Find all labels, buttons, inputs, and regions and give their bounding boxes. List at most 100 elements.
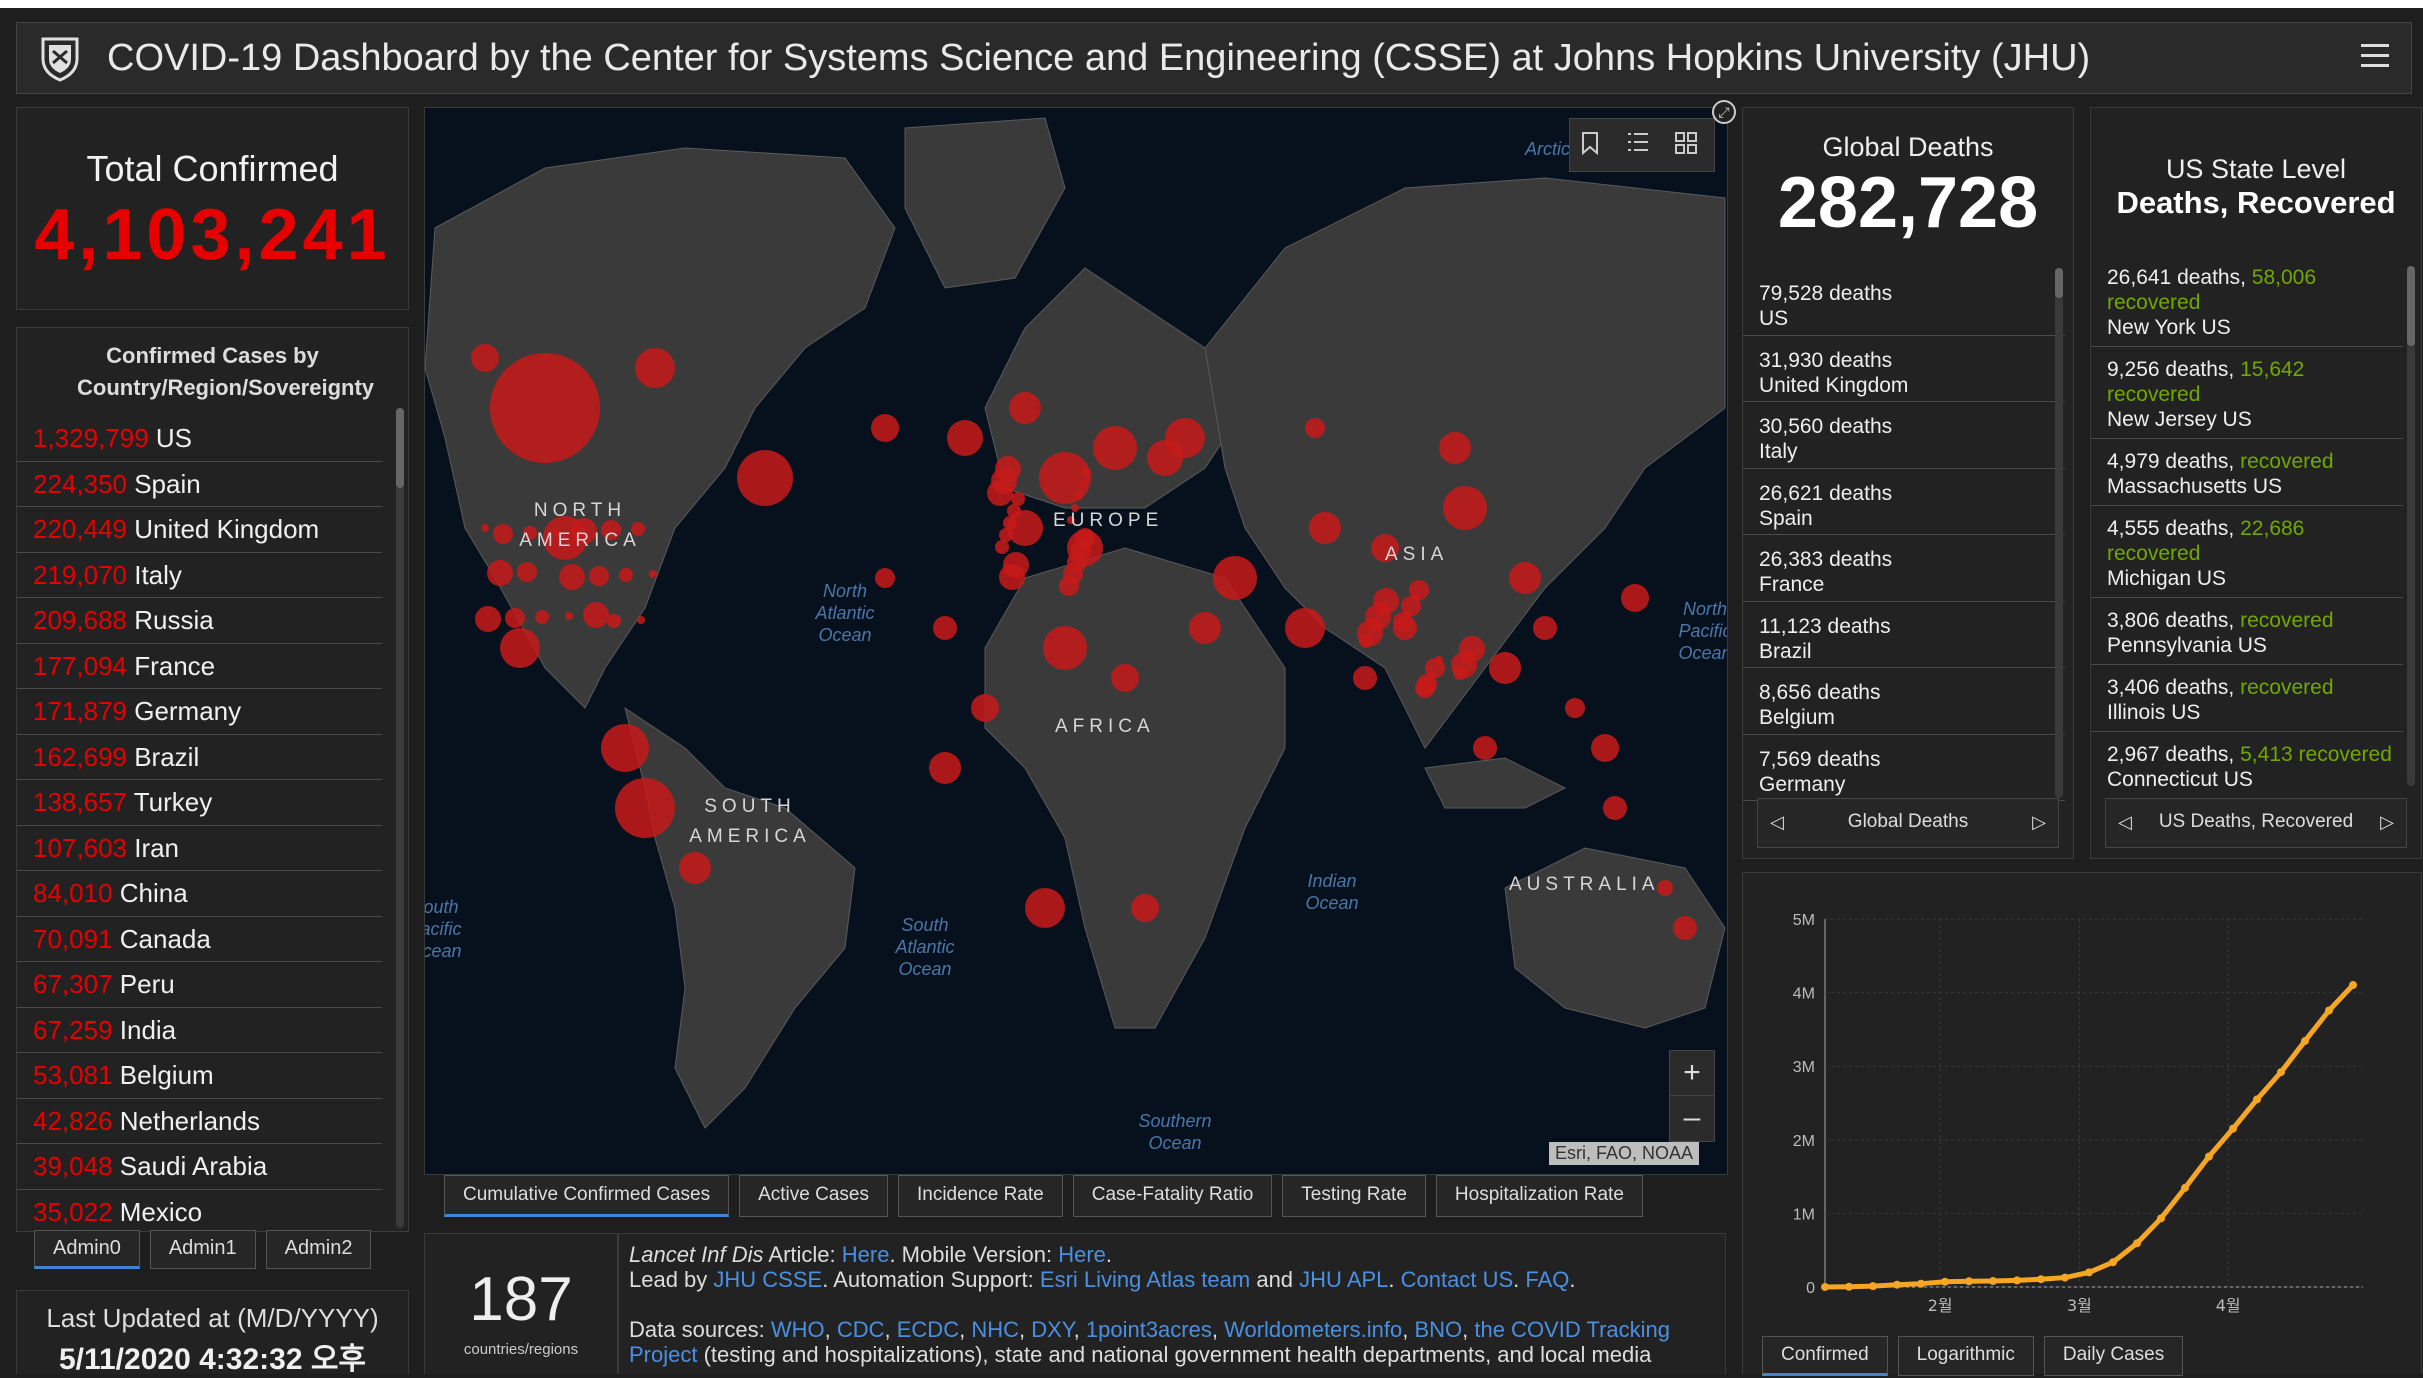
jhu-csse-link[interactable]: JHU CSSE — [713, 1267, 823, 1292]
case-bubble[interactable] — [1373, 588, 1399, 614]
zoom-out-button[interactable]: – — [1683, 1101, 1701, 1134]
case-bubble[interactable] — [1371, 534, 1399, 562]
country-row[interactable]: 107,603 Iran — [17, 826, 382, 871]
case-bubble[interactable] — [995, 540, 1009, 554]
data-source-link[interactable]: DXY — [1031, 1317, 1074, 1342]
case-bubble[interactable] — [619, 568, 633, 582]
case-bubble[interactable] — [553, 528, 561, 536]
country-row[interactable]: 171,879 Germany — [17, 689, 382, 735]
case-bubble[interactable] — [1657, 880, 1673, 896]
country-row[interactable]: 162,699 Brazil — [17, 735, 382, 780]
basemap-gallery-icon[interactable] — [1674, 131, 1700, 157]
case-bubble[interactable] — [517, 562, 537, 582]
case-bubble[interactable] — [1565, 698, 1585, 718]
case-bubble[interactable] — [559, 564, 585, 590]
data-source-link[interactable]: ECDC — [896, 1317, 960, 1342]
case-bubble[interactable] — [505, 608, 525, 628]
country-row[interactable]: 84,010 China — [17, 871, 382, 917]
tab-chart[interactable]: Logarithmic — [1897, 1336, 2034, 1376]
case-bubble[interactable] — [1043, 626, 1087, 670]
case-bubble[interactable] — [1079, 480, 1087, 488]
case-bubble[interactable] — [1213, 556, 1257, 600]
country-row[interactable]: 1,329,799 US — [17, 416, 382, 462]
country-list-scroll-thumb[interactable] — [396, 408, 404, 488]
prev-page-icon[interactable]: ◁ — [2118, 812, 2132, 832]
case-bubble[interactable] — [1509, 562, 1541, 594]
case-bubble[interactable] — [1305, 418, 1325, 438]
global-deaths-row[interactable]: 31,930 deaths United Kingdom — [1743, 336, 2065, 402]
case-bubble[interactable] — [1285, 608, 1325, 648]
case-bubble[interactable] — [1309, 512, 1341, 544]
global-deaths-row[interactable]: 26,621 deaths Spain — [1743, 469, 2065, 535]
case-bubble[interactable] — [631, 522, 645, 536]
country-row[interactable]: 67,307 Peru — [17, 962, 382, 1008]
case-bubble[interactable] — [565, 612, 573, 620]
case-bubble[interactable] — [987, 480, 1013, 506]
country-row[interactable]: 224,350 Spain — [17, 462, 382, 507]
global-deaths-row[interactable]: 7,569 deaths Germany — [1743, 735, 2065, 801]
tab-map-layer[interactable]: Cumulative Confirmed Cases — [444, 1175, 730, 1217]
tab-admin2[interactable]: Admin2 — [265, 1230, 372, 1269]
case-bubble[interactable] — [637, 616, 645, 624]
case-bubble[interactable] — [601, 724, 649, 772]
case-bubble[interactable] — [947, 420, 983, 456]
us-state-row[interactable]: 26,641 deaths, 58,006 recovered New York … — [2091, 255, 2403, 347]
tab-chart[interactable]: Confirmed — [1762, 1336, 1888, 1376]
case-bubble[interactable] — [1603, 796, 1627, 820]
tab-chart[interactable]: Daily Cases — [2043, 1336, 2184, 1376]
country-row[interactable]: 67,259 India — [17, 1008, 382, 1053]
case-bubble[interactable] — [1007, 504, 1021, 518]
case-bubble[interactable] — [1621, 584, 1649, 612]
case-bubble[interactable] — [933, 616, 957, 640]
us-state-row[interactable]: 3,806 deaths, recovered Pennsylvania US — [2091, 598, 2403, 665]
case-bubble[interactable] — [971, 694, 999, 722]
case-bubble[interactable] — [679, 852, 711, 884]
global-deaths-row[interactable]: 8,656 deaths Belgium — [1743, 668, 2065, 735]
case-bubble[interactable] — [1673, 916, 1697, 940]
country-row[interactable]: 42,826 Netherlands — [17, 1099, 382, 1144]
case-bubble[interactable] — [1131, 894, 1159, 922]
global-deaths-row[interactable]: 79,528 deaths US — [1743, 269, 2065, 336]
case-bubble[interactable] — [1093, 426, 1137, 470]
case-bubble[interactable] — [589, 566, 609, 586]
global-deaths-row[interactable]: 30,560 deaths Italy — [1743, 402, 2065, 469]
case-bubble[interactable] — [490, 353, 600, 463]
us-state-scrollbar[interactable] — [2407, 266, 2415, 786]
case-bubble[interactable] — [601, 520, 621, 540]
us-state-row[interactable]: 3,406 deaths, recovered Illinois US — [2091, 665, 2403, 732]
case-bubble[interactable] — [1011, 492, 1025, 506]
data-source-link[interactable]: 1point3acres — [1085, 1317, 1212, 1342]
case-bubble[interactable] — [1059, 576, 1079, 596]
case-bubble[interactable] — [607, 614, 621, 628]
case-bubble[interactable] — [1039, 452, 1091, 504]
country-row[interactable]: 35,022 Mexico — [17, 1190, 382, 1232]
case-bubble[interactable] — [649, 570, 657, 578]
case-bubble[interactable] — [615, 778, 675, 838]
tab-map-layer[interactable]: Case-Fatality Ratio — [1072, 1175, 1273, 1217]
case-bubble[interactable] — [1353, 666, 1377, 690]
case-bubble[interactable] — [1075, 492, 1083, 500]
case-bubble[interactable] — [1071, 504, 1079, 512]
country-row[interactable]: 219,070 Italy — [17, 553, 382, 598]
us-state-row[interactable]: 9,256 deaths, 15,642 recovered New Jersey… — [2091, 347, 2403, 439]
contact-link[interactable]: Contact US — [1400, 1267, 1514, 1292]
tab-map-layer[interactable]: Active Cases — [739, 1175, 888, 1217]
case-bubble[interactable] — [523, 526, 537, 540]
data-source-link[interactable]: BNO — [1414, 1317, 1463, 1342]
case-bubble[interactable] — [871, 414, 899, 442]
country-row[interactable]: 39,048 Saudi Arabia — [17, 1144, 382, 1190]
case-bubble[interactable] — [493, 524, 513, 544]
data-source-link[interactable]: Worldometers.info — [1224, 1317, 1403, 1342]
case-bubble[interactable] — [1111, 664, 1139, 692]
case-bubble[interactable] — [1533, 616, 1557, 640]
case-bubble[interactable] — [481, 524, 489, 532]
us-state-row[interactable]: 2,967 deaths, 5,413 recovered Connecticut… — [2091, 732, 2403, 795]
case-bubble[interactable] — [1083, 468, 1091, 476]
case-bubble[interactable] — [1459, 636, 1485, 662]
case-bubble[interactable] — [1009, 392, 1041, 424]
case-bubble[interactable] — [1473, 736, 1497, 760]
country-row[interactable]: 177,094 France — [17, 644, 382, 689]
next-page-icon[interactable]: ▷ — [2032, 812, 2046, 832]
case-bubble[interactable] — [535, 610, 549, 624]
global-deaths-row[interactable]: 26,383 deaths France — [1743, 535, 2065, 602]
